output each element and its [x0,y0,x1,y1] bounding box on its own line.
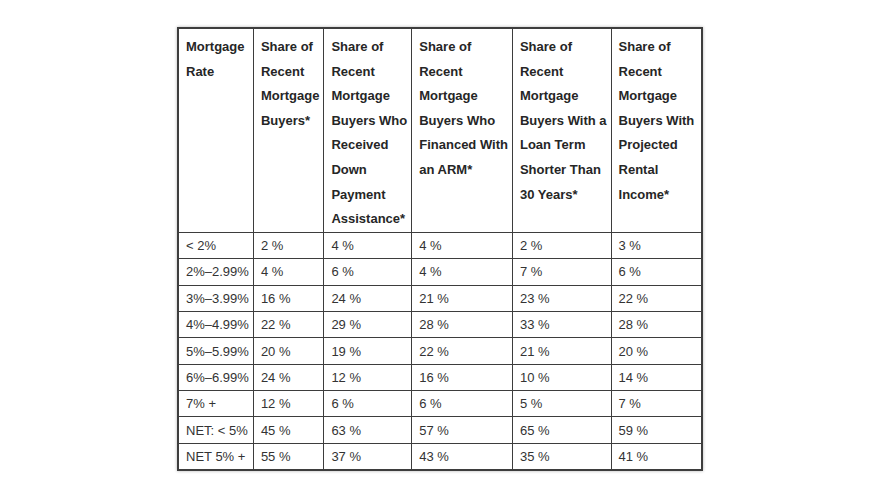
value-cell: 63 % [324,417,412,443]
value-cell: 16 % [253,285,324,311]
value-cell: 10 % [512,364,611,390]
value-cell: 55 % [253,443,324,469]
value-cell: 22 % [253,311,324,337]
value-cell: 3 % [611,232,702,258]
value-cell: 22 % [412,338,513,364]
table-body: < 2%2 %4 %4 %2 %3 %2%–2.99%4 %6 %4 %7 %6… [178,232,702,470]
value-cell: 14 % [611,364,702,390]
rate-label-cell: 4%–4.99% [178,311,253,337]
value-cell: 7 % [611,391,702,417]
table-row: 7% +12 %6 %6 %5 %7 % [178,391,702,417]
value-cell: 2 % [253,232,324,258]
rate-label-cell: < 2% [178,232,253,258]
value-cell: 43 % [412,443,513,469]
value-cell: 21 % [512,338,611,364]
value-cell: 20 % [253,338,324,364]
column-header: Share of Recent Mortgage Buyers* [253,28,324,232]
value-cell: 6 % [611,259,702,285]
table-head: Mortgage RateShare of Recent Mortgage Bu… [178,28,702,232]
value-cell: 35 % [512,443,611,469]
table-row: NET: < 5%45 %63 %57 %65 %59 % [178,417,702,443]
column-header: Share of Recent Mortgage Buyers Who Rece… [324,28,412,232]
table-row: 6%–6.99%24 %12 %16 %10 %14 % [178,364,702,390]
column-header: Share of Recent Mortgage Buyers With a L… [512,28,611,232]
value-cell: 6 % [324,259,412,285]
rate-label-cell: 5%–5.99% [178,338,253,364]
value-cell: 19 % [324,338,412,364]
value-cell: 20 % [611,338,702,364]
value-cell: 6 % [412,391,513,417]
value-cell: 5 % [512,391,611,417]
value-cell: 65 % [512,417,611,443]
value-cell: 7 % [512,259,611,285]
value-cell: 21 % [412,285,513,311]
table-row: 4%–4.99%22 %29 %28 %33 %28 % [178,311,702,337]
rate-label-cell: 7% + [178,391,253,417]
rate-label-cell: NET 5% + [178,443,253,469]
table-row: 2%–2.99%4 %6 %4 %7 %6 % [178,259,702,285]
table-row: < 2%2 %4 %4 %2 %3 % [178,232,702,258]
column-header: Share of Recent Mortgage Buyers With Pro… [611,28,702,232]
value-cell: 22 % [611,285,702,311]
value-cell: 4 % [412,232,513,258]
rate-label-cell: 2%–2.99% [178,259,253,285]
value-cell: 16 % [412,364,513,390]
value-cell: 2 % [512,232,611,258]
table-row: NET 5% +55 %37 %43 %35 %41 % [178,443,702,469]
value-cell: 23 % [512,285,611,311]
rate-label-cell: 3%–3.99% [178,285,253,311]
value-cell: 12 % [324,364,412,390]
column-header: Mortgage Rate [178,28,253,232]
value-cell: 4 % [253,259,324,285]
header-row: Mortgage RateShare of Recent Mortgage Bu… [178,28,702,232]
column-header: Share of Recent Mortgage Buyers Who Fina… [412,28,513,232]
value-cell: 29 % [324,311,412,337]
value-cell: 57 % [412,417,513,443]
rate-label-cell: NET: < 5% [178,417,253,443]
table-row: 3%–3.99%16 %24 %21 %23 %22 % [178,285,702,311]
value-cell: 28 % [611,311,702,337]
value-cell: 41 % [611,443,702,469]
value-cell: 28 % [412,311,513,337]
value-cell: 33 % [512,311,611,337]
value-cell: 24 % [253,364,324,390]
table-row: 5%–5.99%20 %19 %22 %21 %20 % [178,338,702,364]
value-cell: 12 % [253,391,324,417]
rate-label-cell: 6%–6.99% [178,364,253,390]
value-cell: 4 % [412,259,513,285]
value-cell: 59 % [611,417,702,443]
value-cell: 37 % [324,443,412,469]
value-cell: 4 % [324,232,412,258]
mortgage-rate-share-table: Mortgage RateShare of Recent Mortgage Bu… [177,27,703,471]
value-cell: 45 % [253,417,324,443]
value-cell: 6 % [324,391,412,417]
page-background: Mortgage RateShare of Recent Mortgage Bu… [0,0,876,493]
value-cell: 24 % [324,285,412,311]
